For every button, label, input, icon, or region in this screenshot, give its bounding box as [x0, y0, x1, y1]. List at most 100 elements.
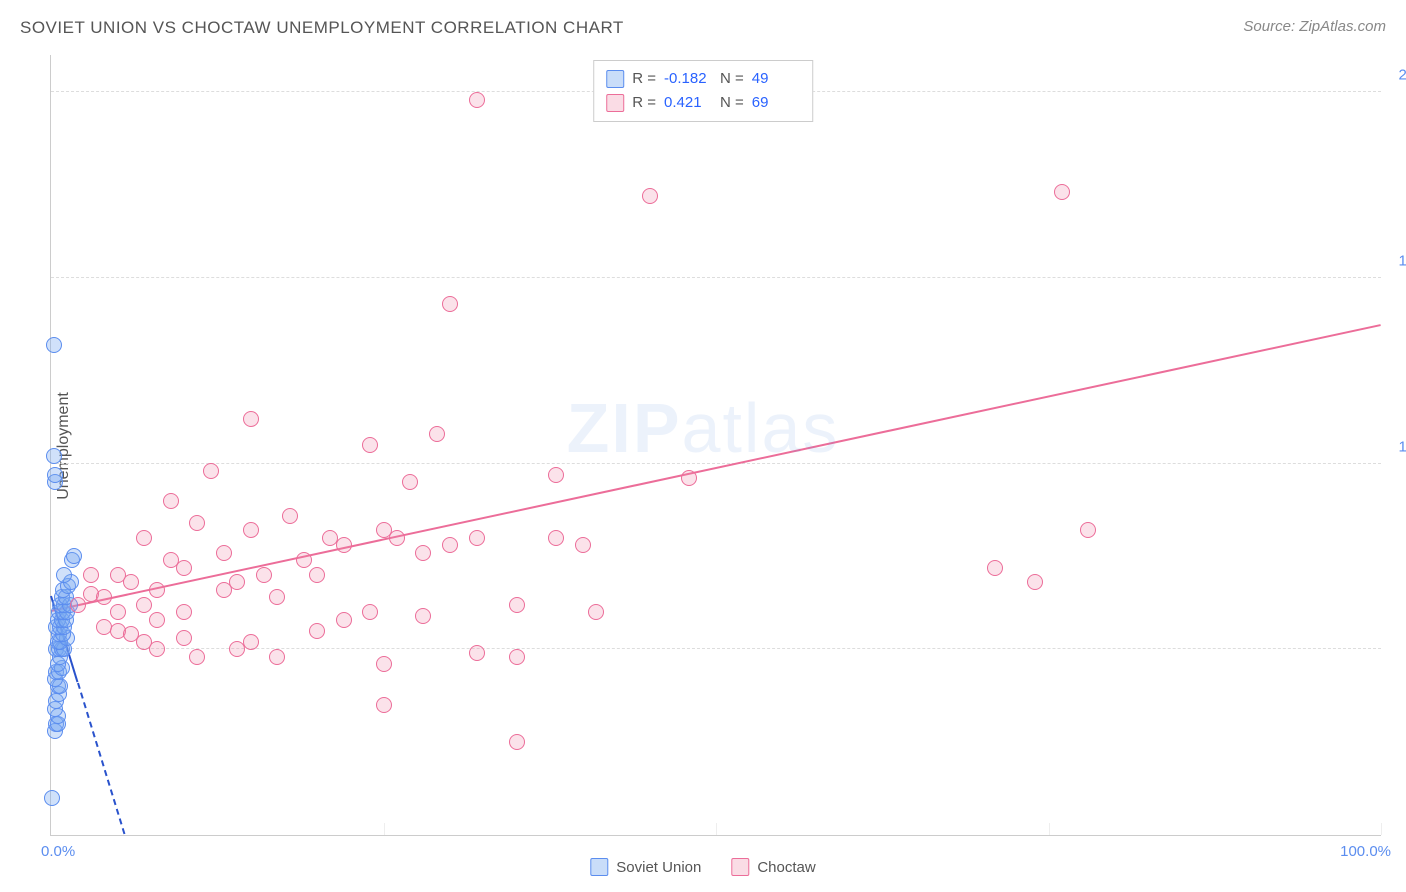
legend-item-choctaw: Choctaw — [731, 858, 815, 876]
legend-row-choctaw: R = 0.421 N = 69 — [606, 91, 800, 115]
data-point — [588, 604, 604, 620]
data-point — [70, 597, 86, 613]
data-point — [83, 567, 99, 583]
data-point — [415, 608, 431, 624]
data-point — [149, 582, 165, 598]
data-point — [509, 597, 525, 613]
gridline-h — [51, 277, 1381, 278]
data-point — [548, 467, 564, 483]
y-tick-label: 20.0% — [1386, 67, 1406, 84]
data-point — [548, 530, 564, 546]
data-point — [389, 530, 405, 546]
data-point — [1080, 522, 1096, 538]
data-point — [110, 604, 126, 620]
source-attribution: Source: ZipAtlas.com — [1243, 18, 1386, 35]
data-point — [149, 641, 165, 657]
data-point — [136, 530, 152, 546]
data-point — [469, 645, 485, 661]
data-point — [269, 649, 285, 665]
n-value-choctaw: 69 — [752, 91, 800, 115]
data-point — [229, 574, 245, 590]
data-point — [203, 463, 219, 479]
data-point — [402, 474, 418, 490]
series-legend: Soviet Union Choctaw — [590, 858, 815, 876]
r-value-soviet: -0.182 — [664, 67, 712, 91]
data-point — [243, 634, 259, 650]
x-tick-label: 0.0% — [41, 843, 75, 860]
data-point — [66, 548, 82, 564]
data-point — [189, 649, 205, 665]
data-point — [256, 567, 272, 583]
data-point — [47, 467, 63, 483]
swatch-blue — [606, 70, 624, 88]
chart-title: SOVIET UNION VS CHOCTAW UNEMPLOYMENT COR… — [20, 18, 624, 38]
data-point — [149, 612, 165, 628]
data-point — [376, 697, 392, 713]
data-point — [1054, 184, 1070, 200]
data-point — [46, 337, 62, 353]
legend-label-choctaw: Choctaw — [757, 859, 815, 876]
data-point — [362, 604, 378, 620]
data-point — [96, 589, 112, 605]
gridline-v — [384, 823, 385, 835]
data-point — [415, 545, 431, 561]
n-label: N = — [720, 67, 744, 91]
data-point — [56, 567, 72, 583]
data-point — [136, 597, 152, 613]
gridline-h — [51, 463, 1381, 464]
data-point — [176, 604, 192, 620]
y-tick-label: 15.0% — [1386, 252, 1406, 269]
data-point — [44, 790, 60, 806]
data-point — [282, 508, 298, 524]
data-point — [429, 426, 445, 442]
data-point — [681, 470, 697, 486]
data-point — [309, 623, 325, 639]
r-value-choctaw: 0.421 — [664, 91, 712, 115]
data-point — [442, 296, 458, 312]
regression-line — [51, 324, 1381, 612]
data-point — [469, 92, 485, 108]
swatch-pink — [606, 94, 624, 112]
legend-item-soviet: Soviet Union — [590, 858, 701, 876]
data-point — [189, 515, 205, 531]
n-value-soviet: 49 — [752, 67, 800, 91]
gridline-v — [1049, 823, 1050, 835]
data-point — [376, 656, 392, 672]
y-tick-label: 5.0% — [1386, 624, 1406, 641]
r-label: R = — [632, 91, 656, 115]
legend-label-soviet: Soviet Union — [616, 859, 701, 876]
regression-line — [77, 682, 125, 834]
data-point — [442, 537, 458, 553]
data-point — [123, 574, 139, 590]
swatch-pink — [731, 858, 749, 876]
data-point — [309, 567, 325, 583]
data-point — [509, 734, 525, 750]
data-point — [336, 537, 352, 553]
source-label-text: Source: — [1243, 18, 1295, 35]
data-point — [336, 612, 352, 628]
r-label: R = — [632, 67, 656, 91]
source-name: ZipAtlas.com — [1299, 18, 1386, 35]
data-point — [243, 411, 259, 427]
y-tick-label: 10.0% — [1386, 438, 1406, 455]
x-tick-label: 100.0% — [1340, 843, 1391, 860]
data-point — [176, 560, 192, 576]
data-point — [243, 522, 259, 538]
data-point — [362, 437, 378, 453]
correlation-legend: R = -0.182 N = 49 R = 0.421 N = 69 — [593, 60, 813, 122]
data-point — [163, 493, 179, 509]
data-point — [987, 560, 1003, 576]
data-point — [1027, 574, 1043, 590]
data-point — [269, 589, 285, 605]
data-point — [296, 552, 312, 568]
gridline-v — [716, 823, 717, 835]
plot-area: 5.0%10.0%15.0%20.0%0.0%100.0% — [50, 55, 1381, 836]
data-point — [469, 530, 485, 546]
data-point — [575, 537, 591, 553]
gridline-v — [1381, 823, 1382, 835]
data-point — [509, 649, 525, 665]
swatch-blue — [590, 858, 608, 876]
legend-row-soviet: R = -0.182 N = 49 — [606, 67, 800, 91]
data-point — [176, 630, 192, 646]
n-label: N = — [720, 91, 744, 115]
